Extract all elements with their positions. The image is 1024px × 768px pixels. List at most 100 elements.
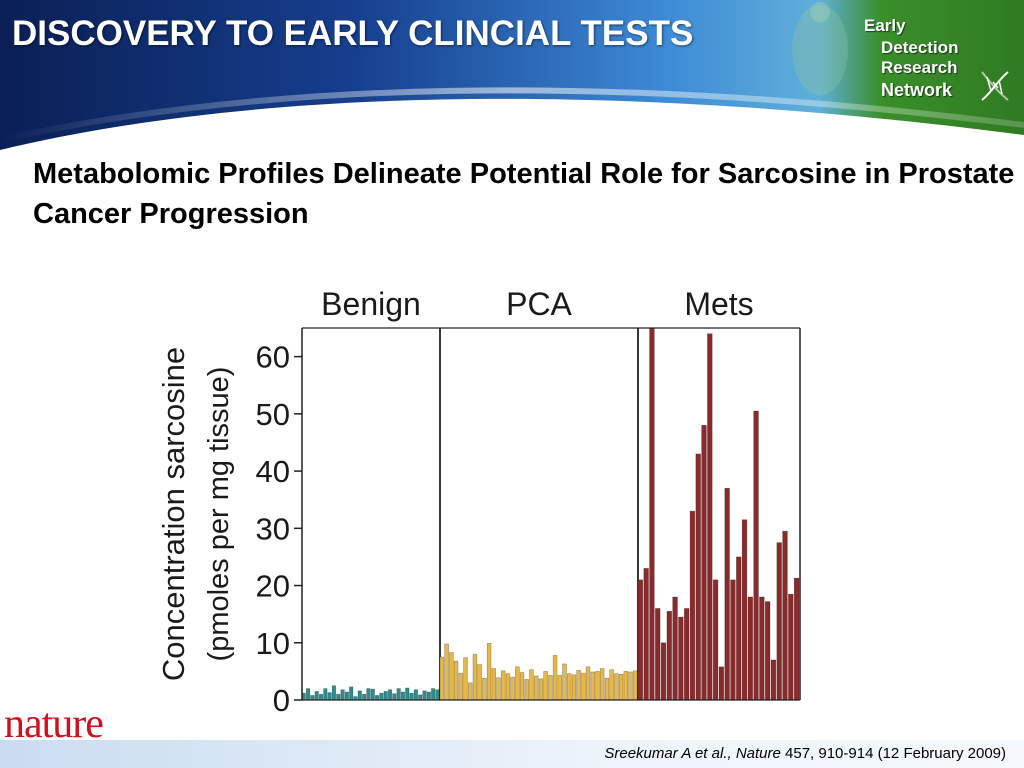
bar-mets-1 bbox=[643, 568, 649, 701]
bar-benign-15 bbox=[366, 688, 371, 701]
bar-benign-19 bbox=[383, 691, 388, 701]
logo-line-4: Network bbox=[881, 80, 953, 100]
bar-pca-40 bbox=[628, 671, 633, 701]
bar-pca-12 bbox=[496, 677, 501, 701]
y-tick-label-10: 10 bbox=[256, 626, 290, 661]
bar-mets-3 bbox=[655, 608, 661, 701]
y-axis-label: Concentration sarcosine bbox=[156, 347, 191, 681]
bar-pca-41 bbox=[632, 670, 638, 701]
bar-pca-3 bbox=[453, 660, 459, 701]
bar-benign-3 bbox=[314, 691, 319, 701]
bar-benign-28 bbox=[422, 690, 427, 701]
citation-authors: Sreekumar A et al., bbox=[604, 745, 732, 762]
bar-pca-6 bbox=[467, 682, 473, 701]
bar-mets-8 bbox=[683, 608, 690, 701]
y-tick-label-30: 30 bbox=[256, 511, 290, 546]
bar-mets-21 bbox=[759, 596, 765, 701]
bar-mets-18 bbox=[741, 519, 748, 701]
bar-pca-7 bbox=[472, 653, 478, 701]
bar-benign-22 bbox=[396, 688, 401, 701]
bar-mets-23 bbox=[770, 659, 777, 701]
bar-benign-7 bbox=[331, 685, 337, 701]
bar-benign-27 bbox=[418, 694, 423, 701]
citation: Sreekumar A et al., Nature 457, 910-914 … bbox=[604, 745, 1006, 762]
bar-pca-5 bbox=[463, 657, 468, 701]
bar-mets-4 bbox=[660, 642, 667, 701]
y-tick-label-0: 0 bbox=[273, 683, 290, 718]
nature-logo: nature bbox=[4, 701, 104, 747]
logo-line-3: Research bbox=[881, 58, 958, 77]
bar-benign-16 bbox=[370, 688, 375, 701]
edrn-logo: Early Detection Research Network bbox=[860, 14, 1020, 114]
chart-layer: Benign PCA Mets 0 10 20 30 40 50 60 Concentration … bbox=[156, 286, 801, 718]
bar-pca-25 bbox=[557, 675, 563, 701]
bar-mets-6 bbox=[672, 596, 678, 701]
bar-pca-36 bbox=[609, 669, 614, 701]
bar-pca-32 bbox=[590, 671, 596, 701]
citation-details: 457, 910-914 (12 February 2009) bbox=[785, 745, 1006, 762]
bar-mets-5 bbox=[666, 610, 672, 701]
bar-pca-1 bbox=[444, 643, 449, 701]
bar-pca-20 bbox=[533, 675, 539, 701]
bar-mets-24 bbox=[776, 542, 782, 701]
bar-mets-17 bbox=[736, 556, 742, 701]
group-label-mets: Mets bbox=[684, 286, 753, 322]
bar-pca-15 bbox=[510, 676, 515, 701]
bar-mets-11 bbox=[701, 424, 707, 701]
bar-pca-21 bbox=[538, 678, 544, 701]
bar-mets-9 bbox=[689, 510, 696, 701]
bar-pca-22 bbox=[543, 671, 548, 701]
slide-subtitle: Metabolomic Profiles Delineate Potential… bbox=[33, 158, 1015, 230]
bar-pca-37 bbox=[614, 673, 619, 701]
bar-benign-24 bbox=[405, 687, 410, 701]
bar-benign-29 bbox=[426, 691, 431, 701]
bar-pca-16 bbox=[515, 666, 520, 701]
bar-pca-26 bbox=[562, 663, 567, 701]
bar-benign-14 bbox=[362, 693, 367, 701]
bar-pca-8 bbox=[477, 664, 482, 701]
bar-mets-26 bbox=[788, 593, 794, 701]
bar-mets-25 bbox=[782, 530, 788, 701]
bar-benign-31 bbox=[435, 689, 440, 701]
bar-mets-10 bbox=[695, 453, 701, 701]
bar-pca-28 bbox=[571, 674, 577, 701]
bar-benign-21 bbox=[392, 693, 397, 701]
bar-pca-39 bbox=[623, 671, 629, 701]
slide-section-title: DISCOVERY TO EARLY CLINCIAL TESTS bbox=[12, 14, 694, 53]
bar-pca-4 bbox=[458, 672, 464, 701]
bar-mets-14 bbox=[718, 666, 725, 701]
bar-pca-13 bbox=[500, 670, 506, 701]
y-tick-label-20: 20 bbox=[256, 569, 290, 604]
bar-benign-23 bbox=[400, 691, 406, 701]
bar-pca-24 bbox=[552, 655, 558, 701]
bar-pca-11 bbox=[491, 668, 497, 701]
bar-pca-14 bbox=[505, 673, 511, 701]
bar-mets-22 bbox=[764, 601, 771, 701]
logo-line-2: Detection bbox=[881, 38, 959, 57]
bar-pca-2 bbox=[449, 652, 454, 701]
bar-pca-19 bbox=[529, 669, 534, 701]
bar-benign-26 bbox=[413, 689, 418, 701]
bar-pca-0 bbox=[439, 656, 445, 701]
bar-mets-0 bbox=[637, 579, 644, 701]
bar-mets-15 bbox=[724, 487, 730, 701]
bar-benign-10 bbox=[344, 691, 349, 701]
sarcosine-bar-chart: Benign PCA Mets 0 10 20 30 40 50 60 Concentration … bbox=[156, 286, 801, 718]
bar-benign-2 bbox=[310, 695, 315, 701]
bar-pca-31 bbox=[585, 666, 591, 701]
bar-benign-20 bbox=[387, 689, 393, 701]
logo-line-1: Early bbox=[864, 16, 906, 35]
bar-benign-30 bbox=[431, 688, 436, 701]
bar-benign-18 bbox=[379, 692, 384, 701]
bar-mets-16 bbox=[730, 579, 736, 701]
y-tick-label-60: 60 bbox=[256, 340, 290, 375]
bar-benign-8 bbox=[336, 693, 341, 701]
bar-pca-27 bbox=[566, 673, 572, 701]
bar-benign-25 bbox=[409, 692, 414, 701]
bar-mets-12 bbox=[707, 333, 713, 701]
bar-pca-33 bbox=[595, 671, 600, 701]
bar-benign-4 bbox=[318, 693, 324, 701]
bar-mets-2 bbox=[649, 327, 655, 701]
bar-mets-20 bbox=[753, 410, 759, 701]
bar-pca-23 bbox=[548, 675, 553, 701]
